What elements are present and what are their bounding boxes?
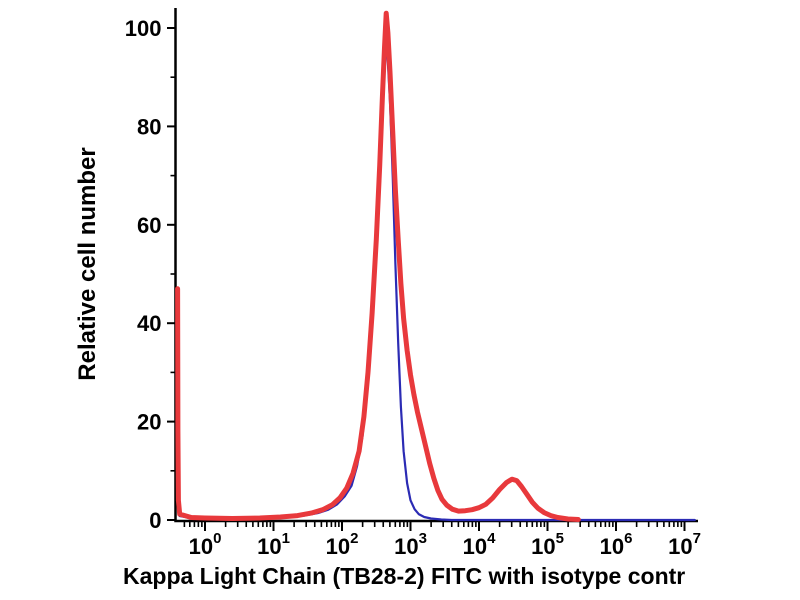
axes-layer xyxy=(174,8,698,523)
y-tick-label: 0 xyxy=(149,508,161,533)
y-axis-label: Relative cell number xyxy=(74,147,101,380)
series-layer xyxy=(175,10,696,522)
x-tick-label: 107 xyxy=(668,530,701,559)
y-tick-label: 80 xyxy=(137,114,161,139)
x-axis-label: Kappa Light Chain (TB28-2) FITC with iso… xyxy=(123,563,685,589)
y-tick-label: 40 xyxy=(137,311,161,336)
x-tick-label: 101 xyxy=(257,530,290,559)
y-tick-label: 100 xyxy=(125,16,162,41)
curve-kappa-light-chain-tb28-2-fitc xyxy=(175,10,581,522)
x-tick-label: 106 xyxy=(600,530,633,559)
curve-isotype-control xyxy=(176,44,696,522)
ticks-layer: 100 101 102 103 104 105 106 107 0 20 40 60 80 100 xyxy=(125,16,701,559)
y-tick-label: 60 xyxy=(137,213,161,238)
x-tick-label: 104 xyxy=(463,530,496,559)
x-tick-label: 103 xyxy=(394,530,427,559)
y-tick-label: 20 xyxy=(137,410,161,435)
axes xyxy=(174,8,698,523)
x-tick-label: 102 xyxy=(326,530,359,559)
x-tick-label: 105 xyxy=(531,530,564,559)
x-tick-label: 100 xyxy=(189,530,222,559)
